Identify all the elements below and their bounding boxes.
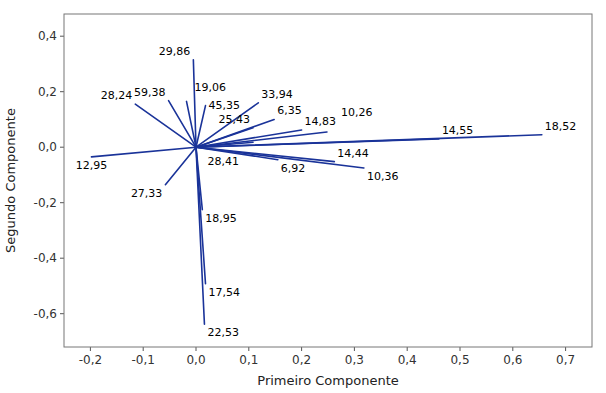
- y-tick-label: -0,2: [34, 196, 57, 210]
- vector-label: 25,43: [219, 113, 251, 126]
- y-tick: [60, 91, 64, 92]
- chart: -0,2 -0,1 0,0 0,1 0,2 0,3 0,4 0,5 0,6 0,7 -0,6 -0,4…: [0, 0, 606, 393]
- vector-label: 27,33: [131, 187, 163, 200]
- vector-label: 28,41: [208, 155, 240, 168]
- x-tick: [301, 347, 302, 351]
- axes: -0,2 -0,1 0,0 0,1 0,2 0,3 0,4 0,5 0,6 0,7 -0,6 -0,4…: [3, 29, 575, 388]
- vector-label: 22,53: [207, 326, 239, 339]
- vector: [135, 104, 196, 147]
- marks: [91, 60, 541, 324]
- plot-frame: [64, 14, 592, 347]
- y-tick: [60, 36, 64, 37]
- x-tick-label: 0,2: [292, 353, 311, 367]
- x-tick-label: 0,4: [398, 353, 417, 367]
- x-tick: [248, 347, 249, 351]
- x-tick-label: 0,5: [450, 353, 469, 367]
- vector: [169, 101, 196, 148]
- vector: [91, 147, 196, 157]
- x-tick: [512, 347, 513, 351]
- vector-label: 6,92: [281, 162, 306, 175]
- vector-label: 29,86: [159, 45, 191, 58]
- x-tick: [90, 347, 91, 351]
- vector-label: 33,94: [261, 88, 293, 101]
- y-axis-title: Segundo Componente: [3, 108, 18, 253]
- x-tick-label: -0,2: [79, 353, 102, 367]
- x-tick-label: -0,1: [131, 353, 154, 367]
- x-tick-label: 0,7: [556, 353, 575, 367]
- x-tick: [143, 347, 144, 351]
- y-tick: [60, 202, 64, 203]
- vector-label: 12,95: [76, 159, 108, 172]
- vector-label: 14,55: [442, 124, 474, 137]
- y-tick-label: 0,2: [38, 85, 57, 99]
- y-tick: [60, 258, 64, 259]
- vector-label: 17,54: [209, 286, 241, 299]
- x-tick-label: 0,3: [345, 353, 364, 367]
- x-tick: [354, 347, 355, 351]
- y-tick-label: -0,4: [34, 251, 57, 265]
- vector-label: 14,83: [305, 115, 337, 128]
- x-tick: [196, 347, 197, 351]
- x-tick: [565, 347, 566, 351]
- y-tick: [60, 313, 64, 314]
- vector: [196, 128, 253, 147]
- x-tick: [460, 347, 461, 351]
- vector-label: 10,36: [367, 170, 399, 183]
- vector-label: 18,52: [545, 120, 577, 133]
- y-tick: [60, 147, 64, 148]
- vector-label: 28,24: [101, 89, 133, 102]
- vector-label: 14,44: [337, 147, 369, 160]
- y-tick-label: -0,6: [34, 307, 57, 321]
- vector-label: 10,26: [341, 106, 373, 119]
- vector-labels: 29,86 28,2459,38 19,06 45,35 33,94 6,35 25,43 1…: [76, 45, 577, 339]
- vector: [165, 147, 196, 184]
- vector-label: 19,06: [194, 81, 226, 94]
- vector-label: 45,35: [209, 99, 241, 112]
- x-tick-label: 0,1: [239, 353, 258, 367]
- vector-label: 59,38: [134, 86, 166, 99]
- vector: [196, 147, 204, 324]
- x-tick-label: 0,6: [503, 353, 522, 367]
- y-tick-label: 0,0: [38, 140, 57, 154]
- x-axis-title: Primeiro Componente: [257, 373, 398, 388]
- vector-label: 6,35: [277, 104, 302, 117]
- plot-area: [64, 14, 592, 347]
- x-tick: [407, 347, 408, 351]
- y-tick-label: 0,4: [38, 29, 57, 43]
- vector: [186, 101, 196, 147]
- x-tick-label: 0,0: [186, 353, 205, 367]
- vector: [196, 135, 542, 147]
- vector-label: 18,95: [205, 212, 237, 225]
